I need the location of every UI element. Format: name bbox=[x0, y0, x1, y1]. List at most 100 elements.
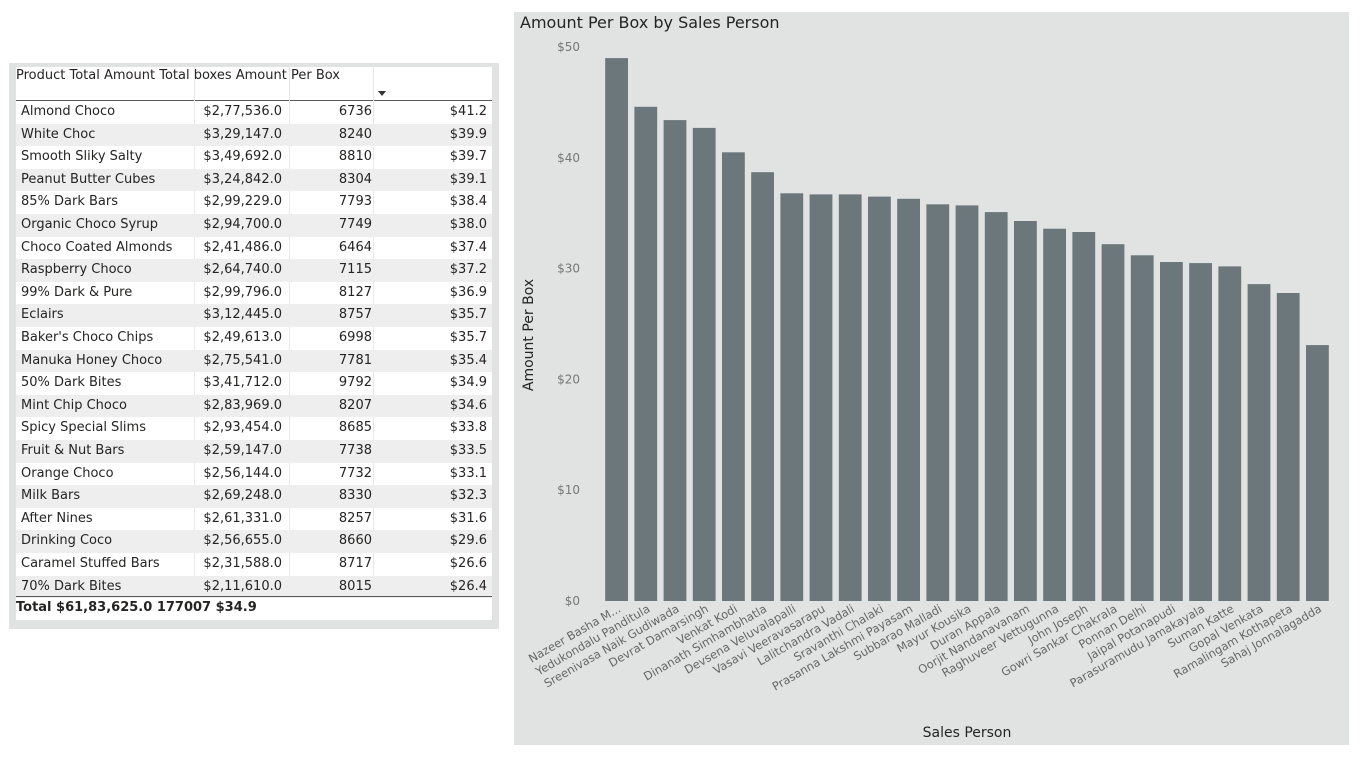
bar[interactable] bbox=[722, 152, 745, 602]
bar[interactable] bbox=[1130, 255, 1154, 602]
bar[interactable] bbox=[1276, 293, 1300, 601]
bar[interactable] bbox=[663, 120, 687, 601]
cell-product: After Nines bbox=[21, 510, 93, 526]
table-row[interactable]: White Choc $3,29,147.0 8240 $39.9 bbox=[16, 123, 492, 147]
bar-chart: $0 $10 $20 $30 $40 $50 Nazeer Basha M...Yeduk… bbox=[521, 40, 1329, 741]
table-row[interactable]: Caramel Stuffed Bars $2,31,588.0 8717 $26.6 bbox=[16, 553, 492, 576]
table-row[interactable]: Baker's Choco Chips $2,49,613.0 6998 $35.7 bbox=[16, 327, 492, 350]
cell-total-amount: $3,24,842.0 bbox=[203, 171, 282, 187]
cell-product: Manuka Honey Choco bbox=[21, 352, 163, 368]
table-row[interactable]: Organic Choco Syrup $2,94,700.0 7749 $38.0 bbox=[16, 214, 492, 237]
cell-amount-per-box: $35.7 bbox=[449, 330, 487, 345]
table-row[interactable]: Milk Bars $2,69,248.0 8330 $32.3 bbox=[16, 485, 492, 508]
bar[interactable] bbox=[1189, 263, 1212, 601]
column-divider bbox=[373, 100, 374, 597]
cell-total-amount: $3,12,445.0 bbox=[203, 307, 282, 323]
table-row[interactable]: 99% Dark & Pure $2,99,796.0 8127 $36.9 bbox=[16, 282, 492, 305]
table-row[interactable]: Eclairs $3,12,445.0 8757 $35.7 bbox=[16, 304, 492, 327]
cell-amount-per-box: $36.9 bbox=[449, 284, 487, 300]
y-tick-label: $0 bbox=[565, 594, 580, 608]
cell-product: Eclairs bbox=[21, 307, 64, 323]
cell-product: 85% Dark Bars bbox=[21, 194, 119, 210]
table-row[interactable]: Smooth Sliky Salty $3,49,692.0 8810 $39.7 bbox=[16, 146, 492, 169]
cell-product: Organic Choco Syrup bbox=[21, 217, 158, 232]
cell-total-amount: $2,31,588.0 bbox=[203, 556, 282, 571]
bar[interactable] bbox=[692, 127, 716, 602]
cell-amount-per-box: $39.7 bbox=[449, 149, 487, 165]
header-product[interactable]: Product bbox=[16, 68, 66, 83]
table-row[interactable]: Fruit & Nut Bars $2,59,147.0 7738 $33.5 bbox=[16, 440, 492, 463]
cell-total-amount: $2,83,969.0 bbox=[203, 397, 282, 413]
cell-total-boxes: 8685 bbox=[338, 420, 372, 436]
table-row[interactable]: Spicy Special Slims $2,93,454.0 8685 $33.8 bbox=[16, 417, 492, 440]
cell-total-boxes: 8207 bbox=[338, 397, 372, 413]
table-row[interactable]: Drinking Coco $2,56,655.0 8660 $29.6 bbox=[16, 530, 492, 553]
table-total-row: Total $61,83,625.0 177007 $34.9 bbox=[16, 596, 492, 619]
cell-total-amount: $2,56,144.0 bbox=[203, 465, 282, 481]
table-row[interactable]: Orange Choco $2,56,144.0 7732 $33.1 bbox=[16, 463, 492, 486]
column-divider bbox=[289, 67, 290, 100]
bar[interactable] bbox=[838, 194, 862, 601]
bar[interactable] bbox=[868, 196, 891, 601]
header-total-boxes[interactable]: Total boxes bbox=[159, 68, 232, 83]
bar-series bbox=[605, 58, 1329, 602]
total-amount: $61,83,625.0 bbox=[56, 600, 153, 615]
header-amount-per-box[interactable]: Amount Per Box bbox=[235, 68, 340, 83]
table-row[interactable]: Mint Chip Choco $2,83,969.0 8207 $34.6 bbox=[16, 394, 492, 418]
cell-total-amount: $2,59,147.0 bbox=[203, 443, 282, 458]
bar[interactable] bbox=[809, 194, 833, 601]
cell-total-amount: $3,29,147.0 bbox=[203, 126, 282, 142]
bar[interactable] bbox=[1306, 345, 1329, 601]
cell-amount-per-box: $37.4 bbox=[449, 239, 487, 255]
bar[interactable] bbox=[897, 198, 920, 602]
cell-amount-per-box: $35.7 bbox=[449, 307, 487, 323]
cell-product: Drinking Coco bbox=[21, 533, 113, 549]
cell-total-amount: $2,41,486.0 bbox=[203, 239, 282, 255]
bar[interactable] bbox=[1043, 228, 1066, 601]
cell-total-amount: $2,75,541.0 bbox=[203, 352, 282, 368]
y-tick-label: $20 bbox=[557, 372, 580, 386]
table-row[interactable]: 85% Dark Bars $2,99,229.0 7793 $38.4 bbox=[16, 191, 492, 214]
y-tick-label: $40 bbox=[557, 151, 580, 165]
bar[interactable] bbox=[634, 106, 658, 602]
bar[interactable] bbox=[926, 204, 950, 602]
table-row[interactable]: After Nines $2,61,331.0 8257 $31.6 bbox=[16, 508, 492, 531]
cell-amount-per-box: $32.3 bbox=[449, 488, 487, 504]
y-tick-label: $30 bbox=[557, 262, 580, 276]
table-row[interactable]: Almond Choco $2,77,536.0 6736 $41.2 bbox=[16, 101, 492, 124]
bar[interactable] bbox=[1072, 232, 1096, 601]
cell-total-boxes: 6464 bbox=[338, 239, 372, 255]
table-row[interactable]: Peanut Butter Cubes $3,24,842.0 8304 $39.1 bbox=[16, 168, 492, 192]
bar[interactable] bbox=[605, 58, 628, 602]
bar[interactable] bbox=[1101, 244, 1125, 601]
bar[interactable] bbox=[1014, 221, 1037, 601]
sort-descending-icon[interactable] bbox=[378, 91, 386, 96]
cell-total-boxes: 7749 bbox=[338, 217, 372, 232]
table-row[interactable]: Choco Coated Almonds $2,41,486.0 6464 $37.4 bbox=[16, 237, 492, 260]
cell-amount-per-box: $41.2 bbox=[449, 104, 487, 119]
cell-product: Orange Choco bbox=[21, 465, 114, 481]
cell-total-boxes: 7732 bbox=[338, 465, 372, 481]
bar[interactable] bbox=[751, 172, 774, 601]
bar[interactable] bbox=[984, 212, 1008, 601]
header-total-amount[interactable]: Total Amount bbox=[69, 68, 156, 83]
bar[interactable] bbox=[1247, 284, 1271, 601]
table-row[interactable]: Raspberry Choco $2,64,740.0 7115 $37.2 bbox=[16, 259, 492, 282]
bar-chart-visual: $0 $10 $20 $30 $40 $50 Nazeer Basha M... Yeduk… bbox=[514, 12, 1349, 745]
cell-amount-per-box: $34.6 bbox=[449, 397, 487, 413]
total-amount-per-box: $34.9 bbox=[215, 600, 257, 615]
table-row[interactable]: 70% Dark Bites $2,11,610.0 8015 $26.4 bbox=[16, 575, 492, 599]
cell-total-boxes: 8810 bbox=[338, 149, 372, 165]
bar[interactable] bbox=[955, 205, 979, 601]
bar[interactable] bbox=[1218, 266, 1242, 601]
cell-total-amount: $2,99,796.0 bbox=[203, 284, 282, 300]
table-row[interactable]: 50% Dark Bites $3,41,712.0 9792 $34.9 bbox=[16, 372, 492, 395]
bar[interactable] bbox=[1160, 262, 1183, 601]
bar[interactable] bbox=[780, 193, 804, 602]
cell-total-boxes: 7738 bbox=[338, 443, 372, 458]
cell-amount-per-box: $33.8 bbox=[449, 420, 487, 436]
cell-total-boxes: 9792 bbox=[338, 375, 372, 391]
cell-product: Peanut Butter Cubes bbox=[21, 171, 156, 187]
table-row[interactable]: Manuka Honey Choco $2,75,541.0 7781 $35.4 bbox=[16, 349, 492, 373]
y-axis: $0 $10 $20 $30 $40 $50 bbox=[557, 40, 580, 608]
